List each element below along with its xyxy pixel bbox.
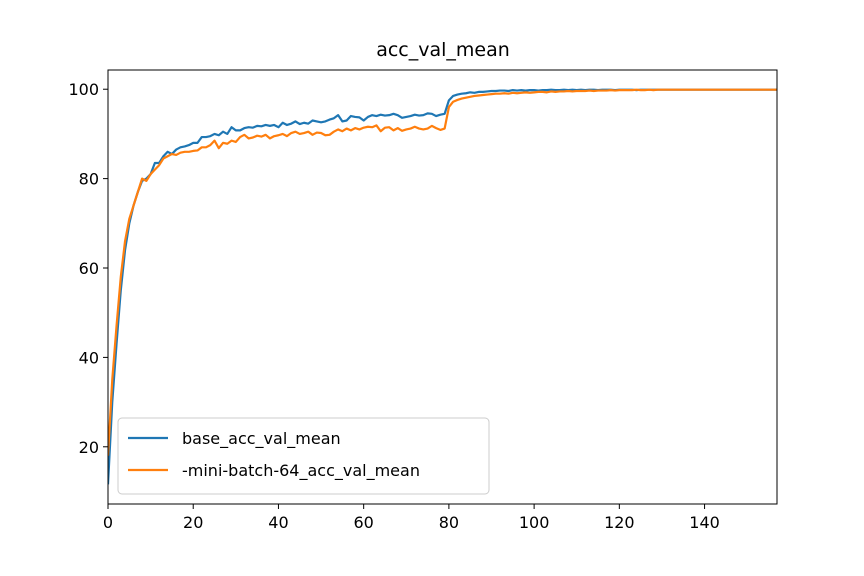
x-tick-label: 20 — [183, 513, 203, 532]
x-tick-label: 80 — [439, 513, 459, 532]
x-tick-label: 100 — [519, 513, 550, 532]
legend-label: -mini-batch-64_acc_val_mean — [182, 461, 420, 481]
y-tick-label: 80 — [79, 170, 99, 189]
x-tick-label: 0 — [103, 513, 113, 532]
x-tick-label: 120 — [604, 513, 635, 532]
x-tick-label: 60 — [353, 513, 373, 532]
line-series — [108, 88, 777, 456]
y-tick-label: 40 — [79, 348, 99, 367]
x-tick-label: 40 — [268, 513, 288, 532]
y-tick-label: 20 — [79, 438, 99, 457]
x-tick-label: 140 — [689, 513, 720, 532]
y-tick-label: 100 — [68, 80, 99, 99]
plot-frame — [107, 69, 778, 505]
legend-box — [117, 417, 490, 495]
y-tick-label: 60 — [79, 259, 99, 278]
chart-title: acc_val_mean — [376, 39, 510, 61]
legend-label: base_acc_val_mean — [182, 429, 341, 449]
